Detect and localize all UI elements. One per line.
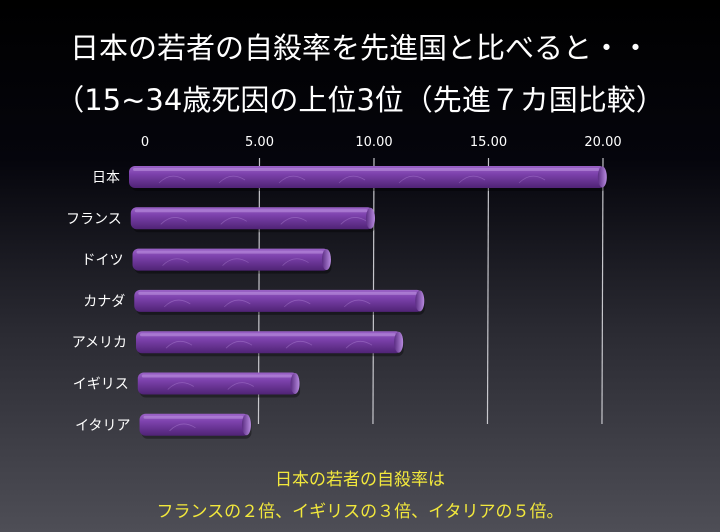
bar-2 [132,248,332,274]
caption-line1: 日本の若者の自殺率は [275,470,445,490]
gridline-4 [601,157,604,425]
bar-1 [130,207,376,233]
category-label: 日本 [92,170,120,186]
chart-title-line2: （15~34歳死因の上位3位（先進７カ国比較） [55,83,665,117]
x-tick-label: 20.00 [584,135,621,150]
x-tick-label: 10.00 [355,135,392,150]
category-label: フランス [66,211,122,227]
category-label: カナダ [83,294,125,310]
category-label: ドイツ [82,253,124,269]
category-label: アメリカ [72,335,127,351]
bars [129,166,608,439]
bar-5 [137,372,301,398]
x-tick-label: 0 [141,135,149,150]
category-label: イタリア [75,418,130,434]
x-tick-label: 5.00 [245,135,274,150]
caption-line2: フランスの２倍、イギリスの３倍、イタリアの５倍。 [156,502,564,522]
x-axis-ticks: 0 5.00 10.00 15.00 20.00 [141,135,622,150]
gridline-3 [486,157,490,425]
x-tick-label: 15.00 [470,135,507,150]
chart-title-line1: 日本の若者の自殺率を先進国と比べると・・ [69,31,650,65]
bar-3 [134,289,425,315]
bar-6 [139,413,252,439]
bar-0 [129,166,608,191]
bar-4 [136,331,404,357]
category-label: イギリス [73,377,129,393]
